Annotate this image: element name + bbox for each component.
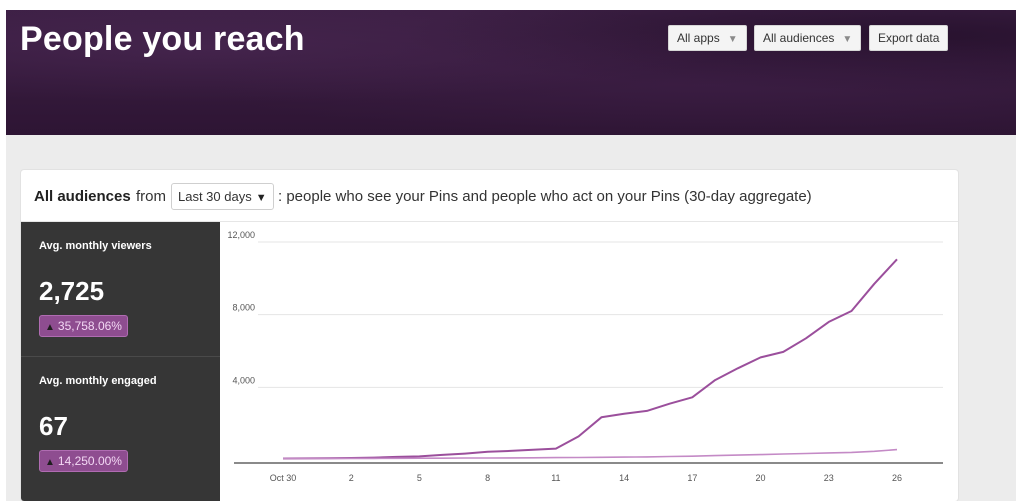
audiences-filter-label: All audiences [763,31,835,45]
arrow-up-icon: ▲ [45,457,55,468]
viewers-series-line [282,258,898,460]
x-tick-label: 26 [892,473,902,483]
audiences-filter-dropdown[interactable]: All audiences ▼ [754,25,862,51]
page-title: People you reach [20,20,305,58]
caret-down-icon: ▼ [727,34,738,45]
change-value: 14,250.00% [57,454,122,468]
audience-label: All audiences [34,188,131,205]
y-tick-label: 8,000 [232,303,255,313]
x-tick-label: 17 [687,473,697,483]
x-tick-label: 2 [349,473,354,483]
x-tick-label: 23 [824,473,834,483]
engaged-series-line [283,448,898,460]
date-range-value: Last 30 days [178,189,252,204]
y-tick-label: 4,000 [232,375,255,385]
caret-down-icon: ▼ [255,192,267,204]
y-tick-label: 12,000 [227,230,255,240]
metric-viewers[interactable]: Avg. monthly viewers 2,725 ▲ 35,758.06% [21,222,220,357]
apps-filter-label: All apps [677,31,720,45]
x-tick-label: 5 [417,473,422,483]
x-tick-label: 20 [756,473,766,483]
apps-filter-dropdown[interactable]: All apps ▼ [668,25,747,51]
metric-engaged[interactable]: Avg. monthly engaged 67 ▲ 14,250.00% [21,357,220,491]
caret-down-icon: ▼ [842,34,853,45]
change-badge: ▲ 14,250.00% [39,450,128,472]
x-tick-label: 8 [485,473,490,483]
x-tick-label: 14 [619,473,629,483]
change-value: 35,758.06% [57,319,122,333]
export-data-button[interactable]: Export data [869,25,949,51]
arrow-up-icon: ▲ [45,322,55,333]
metric-label: Avg. monthly engaged [39,375,157,387]
line-chart: 4,000 8,000 12,000 Oct 30 2 5 8 11 14 17 20 23 26 [220,222,958,501]
from-text: from [136,188,166,205]
metric-label: Avg. monthly viewers [39,240,152,252]
card-header: All audiences from Last 30 days ▼ : peopl… [21,170,958,222]
change-badge: ▲ 35,758.06% [39,315,128,337]
reach-card: All audiences from Last 30 days ▼ : peopl… [21,170,958,501]
metrics-panel: Avg. monthly viewers 2,725 ▲ 35,758.06% A… [21,222,220,501]
metric-value: 67 [39,411,68,441]
date-range-select[interactable]: Last 30 days ▼ [171,183,274,210]
x-tick-label: 11 [551,473,560,483]
card-description: : people who see your Pins and people wh… [278,188,812,205]
chart-svg: 4,000 8,000 12,000 Oct 30 2 5 8 11 14 17 20 23 26 [227,230,943,483]
metric-value: 2,725 [39,276,105,306]
x-tick-label: Oct 30 [270,473,297,483]
